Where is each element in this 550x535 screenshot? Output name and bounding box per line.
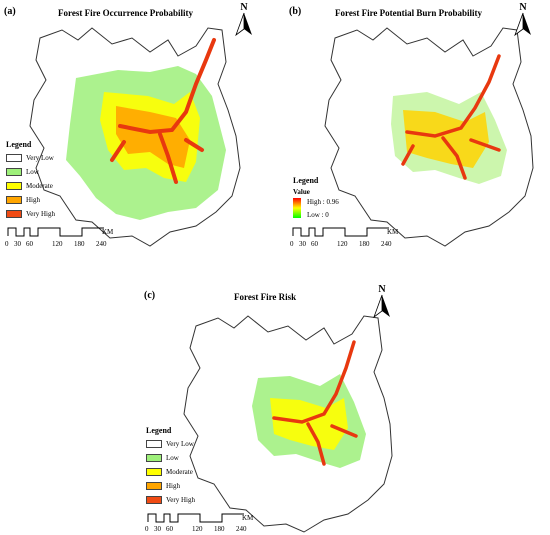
legend-item: Low bbox=[6, 168, 39, 176]
legend-swatch bbox=[146, 496, 162, 504]
high-risk-area bbox=[116, 106, 190, 168]
scale-tick: 60 bbox=[26, 240, 33, 248]
legend-swatch bbox=[146, 440, 162, 448]
scale-bar bbox=[147, 513, 244, 523]
map-title: Forest Fire Risk bbox=[234, 292, 297, 302]
north-arrow-icon bbox=[373, 294, 390, 319]
north-arrow: N bbox=[514, 2, 531, 38]
north-arrow-icon bbox=[235, 12, 252, 37]
north-arrow: N bbox=[373, 284, 390, 320]
scale-tick: 180 bbox=[74, 240, 85, 248]
north-label: N bbox=[240, 2, 248, 13]
scale-tick: 120 bbox=[337, 240, 348, 248]
legend-item: Very Low bbox=[146, 440, 194, 448]
scale-unit: KM bbox=[242, 514, 254, 522]
legend-swatch bbox=[146, 468, 162, 476]
scale-tick: 240 bbox=[236, 525, 247, 533]
panel-tag: (a) bbox=[4, 6, 16, 17]
scale-tick: 240 bbox=[96, 240, 107, 248]
legend-swatch bbox=[6, 154, 22, 162]
legend-swatch bbox=[6, 168, 22, 176]
scale-unit: KM bbox=[102, 228, 114, 236]
scale-tick: 30 bbox=[154, 525, 161, 533]
scale-tick: 180 bbox=[214, 525, 225, 533]
north-label: N bbox=[519, 2, 527, 13]
panel-a: (a) Forest Fire Occurrence Probability L… bbox=[0, 0, 275, 250]
scale-tick: 120 bbox=[192, 525, 203, 533]
map-province bbox=[324, 27, 534, 247]
legend-title: Legend bbox=[293, 176, 319, 185]
scale-tick: 60 bbox=[166, 525, 173, 533]
legend-label: Very High bbox=[26, 210, 55, 218]
legend-item: Moderate bbox=[146, 468, 193, 476]
scale-tick: 30 bbox=[299, 240, 306, 248]
scale-tick: 0 bbox=[5, 240, 9, 248]
legend-item: High bbox=[146, 482, 180, 490]
high-burn-corridor bbox=[401, 54, 501, 180]
legend-item: High bbox=[6, 196, 40, 204]
very-high-risk-corridor bbox=[272, 340, 358, 466]
map-province bbox=[29, 27, 241, 247]
legend-label: Moderate bbox=[166, 468, 193, 476]
legend-item: Moderate bbox=[6, 182, 53, 190]
legend-label: Low bbox=[26, 168, 39, 176]
scale-tick: 120 bbox=[52, 240, 63, 248]
legend-swatch bbox=[6, 210, 22, 218]
panel-tag: (b) bbox=[289, 6, 302, 17]
legend-title: Legend bbox=[6, 140, 32, 149]
legend-swatch bbox=[146, 454, 162, 462]
map-title: Forest Fire Occurrence Probability bbox=[58, 8, 194, 18]
legend-label: Low bbox=[166, 454, 179, 462]
legend-item: Low bbox=[146, 454, 179, 462]
ramp-high-label: High : 0.96 bbox=[307, 198, 339, 206]
scale-tick: 0 bbox=[145, 525, 149, 533]
map-province bbox=[183, 315, 393, 533]
legend-swatch bbox=[6, 196, 22, 204]
color-ramp bbox=[293, 198, 301, 218]
north-arrow: N bbox=[235, 2, 252, 38]
map-title: Forest Fire Potential Burn Probability bbox=[335, 8, 482, 18]
panel-tag: (c) bbox=[144, 290, 156, 301]
panel-c: (c) Forest Fire Risk Legend Very Low Low… bbox=[140, 280, 415, 535]
ramp-low-label: Low : 0 bbox=[307, 211, 329, 219]
legend-item: Very High bbox=[146, 496, 195, 504]
moderate-burn-area bbox=[403, 110, 489, 168]
legend-label: Very High bbox=[166, 496, 195, 504]
north-arrow-icon bbox=[514, 12, 531, 37]
scale-tick: 60 bbox=[311, 240, 318, 248]
scale-bar bbox=[292, 227, 389, 237]
scale-tick: 180 bbox=[359, 240, 370, 248]
scale-bar bbox=[7, 227, 104, 237]
legend-swatch bbox=[146, 482, 162, 490]
scale-tick: 240 bbox=[381, 240, 392, 248]
very-high-risk-corridor bbox=[110, 38, 216, 184]
scale-tick: 0 bbox=[290, 240, 294, 248]
panel-b: (b) Forest Fire Potential Burn Probabili… bbox=[275, 0, 550, 250]
scale-unit: KM bbox=[387, 228, 399, 236]
legend-item: Very Low bbox=[6, 154, 54, 162]
legend-label: High bbox=[26, 196, 40, 204]
legend-label: Very Low bbox=[166, 440, 194, 448]
legend-subtitle: Value bbox=[293, 188, 310, 196]
north-label: N bbox=[378, 284, 386, 295]
legend-item: Very High bbox=[6, 210, 55, 218]
scale-tick: 30 bbox=[14, 240, 21, 248]
legend-label: Very Low bbox=[26, 154, 54, 162]
legend-label: Moderate bbox=[26, 182, 53, 190]
legend-label: High bbox=[166, 482, 180, 490]
legend-title: Legend bbox=[146, 426, 172, 435]
legend-swatch bbox=[6, 182, 22, 190]
